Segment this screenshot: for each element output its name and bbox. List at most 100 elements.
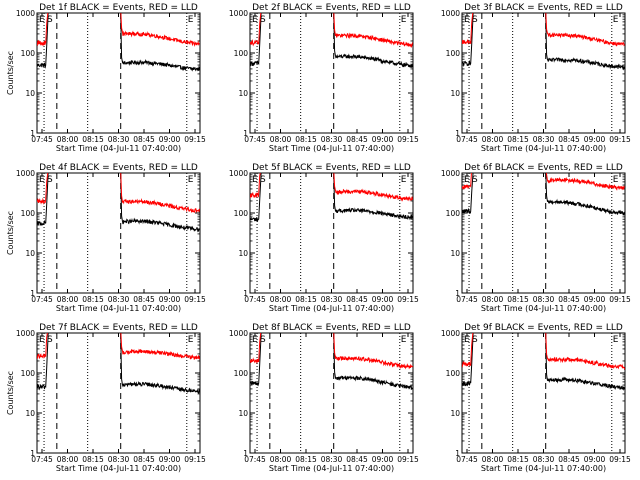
event-marker-label: E [39, 15, 45, 25]
chart-title: Det 5f BLACK = Events, RED = LLD [252, 163, 411, 173]
x-axis-label: Start Time (04-Jul-11 07:40:00) [269, 304, 394, 313]
x-tick-label: 08:45 [558, 295, 580, 304]
event-marker-label: E [188, 15, 194, 25]
y-tick-label: 100 [446, 369, 461, 378]
x-tick-label: 08:30 [321, 455, 343, 464]
y-axis-label: Counts/sec [6, 371, 15, 415]
x-tick-label: 09:15 [609, 455, 631, 464]
chart-title: Det 2f BLACK = Events, RED = LLD [252, 3, 411, 13]
x-tick-label: 09:15 [184, 135, 206, 144]
lld-series-line [37, 173, 49, 205]
events-series-line [333, 13, 413, 68]
y-tick-label: 10 [25, 409, 35, 418]
x-tick-label: 09:00 [159, 455, 181, 464]
event-marker-label: E [39, 335, 45, 345]
x-tick-label: 07:45 [456, 295, 478, 304]
x-tick-label: 08:30 [108, 135, 130, 144]
x-tick-label: 09:00 [159, 135, 181, 144]
y-tick-label: 100 [21, 209, 36, 218]
chart-title: Det 9f BLACK = Events, RED = LLD [464, 323, 623, 333]
events-series-line [37, 173, 49, 226]
x-tick-label: 08:00 [270, 135, 292, 144]
plot-frame [249, 332, 414, 454]
chart-panel: Det 2f BLACK = Events, RED = LLD 1 10 100 10… [229, 3, 419, 153]
lld-series-line [250, 13, 262, 47]
chart-panel: Det 7f BLACK = Events, RED = LLD 1 10 100 10… [6, 323, 206, 473]
event-marker-label: E [252, 15, 258, 25]
y-tick-label: 100 [446, 209, 461, 218]
event-marker-label: E [613, 175, 619, 185]
event-marker-label: E [613, 335, 619, 345]
x-tick-label: 09:15 [184, 455, 206, 464]
lld-series-line [250, 333, 262, 364]
chart-panel: Det 5f BLACK = Events, RED = LLD 1 10 100 10… [229, 163, 419, 313]
lld-series-line [333, 13, 413, 49]
y-axis-label: Counts/sec [6, 211, 15, 255]
x-tick-label: 08:30 [321, 295, 343, 304]
event-marker-label: E [401, 175, 407, 185]
x-tick-label: 07:45 [456, 455, 478, 464]
x-tick-label: 08:30 [533, 455, 555, 464]
x-tick-label: 09:00 [584, 455, 606, 464]
plot-frame [36, 332, 201, 454]
chart-panel: Det 6f BLACK = Events, RED = LLD 1 10 100 10… [441, 163, 631, 313]
y-tick-label: 10 [238, 249, 248, 258]
x-tick-label: 08:15 [295, 135, 317, 144]
events-series-line [250, 333, 262, 387]
x-axis-label: Start Time (04-Jul-11 07:40:00) [56, 304, 181, 313]
x-tick-label: 09:15 [397, 455, 419, 464]
event-marker-label: E [464, 335, 470, 345]
events-series-line [250, 173, 262, 222]
event-marker-label: E [188, 335, 194, 345]
lld-series-line [120, 333, 200, 360]
x-tick-label: 08:45 [346, 455, 368, 464]
x-tick-label: 08:30 [533, 295, 555, 304]
plot-frame [36, 172, 201, 294]
y-tick-label: 1 [455, 129, 460, 138]
x-axis-label: Start Time (04-Jul-11 07:40:00) [481, 304, 606, 313]
lld-series-line [333, 173, 413, 202]
x-tick-label: 09:15 [397, 295, 419, 304]
lld-series-line [250, 173, 261, 199]
y-tick-label: 1000 [16, 329, 35, 338]
event-marker-label: E [401, 335, 407, 345]
x-tick-label: 08:00 [270, 455, 292, 464]
x-tick-label: 09:00 [372, 455, 394, 464]
y-tick-label: 10 [25, 89, 35, 98]
x-tick-label: 09:00 [159, 295, 181, 304]
event-marker-label: E [464, 175, 470, 185]
event-marker-label: S [47, 15, 53, 25]
event-marker-label: E [252, 335, 258, 345]
x-tick-label: 08:45 [558, 455, 580, 464]
lld-series-line [120, 173, 200, 214]
lld-series-line [120, 13, 200, 48]
events-series-line [120, 173, 200, 233]
y-tick-label: 10 [450, 409, 460, 418]
y-tick-label: 1 [30, 129, 35, 138]
y-tick-label: 100 [234, 209, 249, 218]
y-tick-label: 100 [21, 49, 36, 58]
y-tick-label: 1 [30, 289, 35, 298]
event-marker-label: S [260, 335, 266, 345]
x-axis-label: Start Time (04-Jul-11 07:40:00) [56, 464, 181, 473]
x-axis-label: Start Time (04-Jul-11 07:40:00) [269, 464, 394, 473]
events-series-line [120, 13, 200, 72]
x-tick-label: 08:00 [57, 135, 79, 144]
y-tick-label: 1 [243, 449, 248, 458]
x-axis-label: Start Time (04-Jul-11 07:40:00) [481, 464, 606, 473]
x-tick-label: 07:45 [244, 295, 266, 304]
lld-series-line [545, 13, 625, 47]
events-series-line [120, 333, 200, 395]
x-tick-label: 08:15 [295, 295, 317, 304]
lld-series-line [462, 173, 472, 190]
event-marker-label: E [613, 15, 619, 25]
x-tick-label: 08:45 [346, 295, 368, 304]
x-tick-label: 08:15 [507, 295, 529, 304]
x-tick-label: 08:45 [346, 135, 368, 144]
lld-series-line [37, 333, 48, 360]
chart-panel: Det 9f BLACK = Events, RED = LLD 1 10 100 10… [441, 323, 631, 473]
x-tick-label: 08:00 [482, 455, 504, 464]
event-marker-label: E [188, 175, 194, 185]
chart-panel: Det 3f BLACK = Events, RED = LLD 1 10 100 10… [441, 3, 631, 153]
plot-frame [461, 12, 626, 134]
